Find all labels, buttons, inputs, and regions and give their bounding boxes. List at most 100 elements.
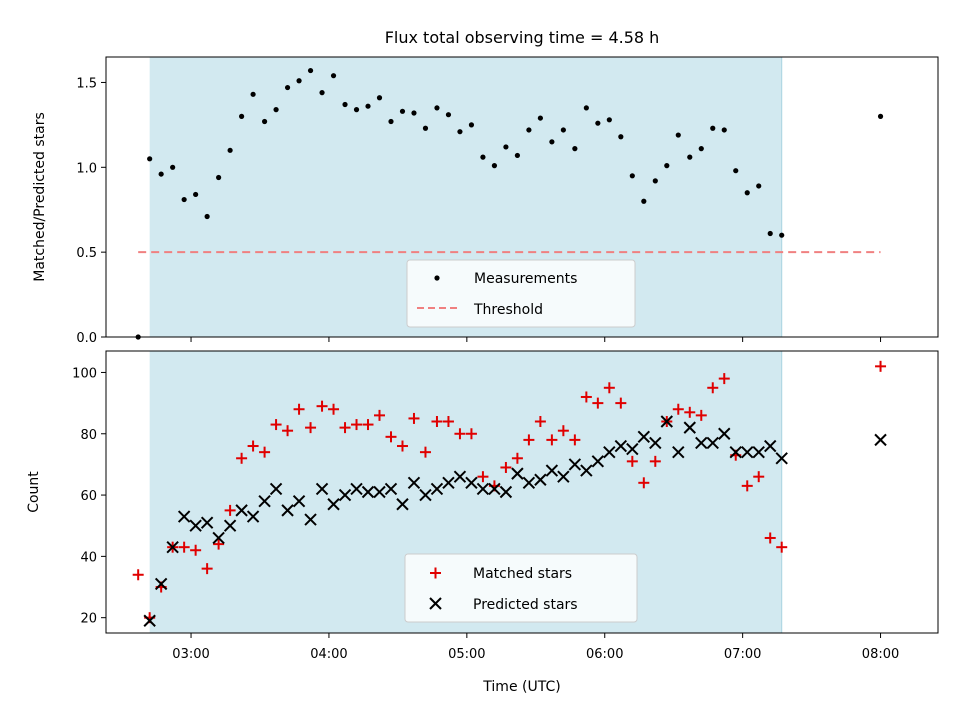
matched-stars-point — [707, 382, 719, 394]
matched-stars-point — [718, 373, 730, 385]
measurement-point — [422, 125, 429, 131]
bottom-panel-marks — [132, 360, 887, 627]
measurement-point — [330, 73, 337, 79]
bottom-panel-legend: Matched stars Predicted stars — [404, 553, 638, 623]
matched-stars-point — [684, 406, 696, 418]
matched-stars-point — [442, 416, 454, 427]
matched-stars-point — [546, 434, 558, 446]
measurement-point — [365, 103, 371, 109]
matched-stars-point — [247, 440, 259, 452]
matched-stars-point — [500, 461, 512, 473]
matched-stars-point — [477, 471, 489, 483]
bottom-panel: 20 40 60 80 100 03:00 04:00 05:00 06:00 07:00 08:… — [26, 350, 939, 695]
measurement-point — [434, 105, 440, 111]
predicted-stars-point — [350, 482, 363, 496]
measurement-point — [181, 196, 187, 203]
matched-stars-point — [270, 419, 282, 431]
predicted-stars-point — [764, 439, 777, 453]
predicted-stars-point — [511, 467, 524, 480]
matched-stars-point — [511, 452, 523, 464]
x-tick-label: 08:00 — [862, 647, 899, 662]
matched-stars-point — [132, 569, 144, 581]
predicted-stars-point — [580, 464, 593, 477]
matched-stars-point — [213, 538, 225, 550]
matched-stars-point — [638, 477, 650, 489]
predicted-stars-point — [419, 488, 432, 502]
matched-stars-point — [534, 416, 546, 427]
predicted-stars-point — [430, 482, 444, 496]
predicted-stars-point — [223, 519, 237, 532]
matched-stars-point — [557, 425, 569, 437]
predicted-stars-point — [591, 455, 605, 468]
measurement-point — [457, 129, 463, 135]
predicted-stars-point — [200, 516, 214, 529]
predicted-stars-point — [465, 476, 478, 490]
matched-stars-point — [362, 419, 374, 431]
matched-stars-point — [431, 416, 443, 427]
measurement-point — [767, 230, 773, 237]
chart-title: Flux total observing time = 4.58 h — [385, 28, 660, 47]
measurement-point — [721, 127, 727, 133]
measurement-point — [239, 113, 245, 119]
predicted-stars-point — [177, 510, 191, 523]
matched-stars-point — [615, 397, 627, 409]
predicted-stars-point — [718, 427, 731, 440]
predicted-stars-point — [660, 415, 674, 428]
matched-stars-point — [396, 440, 408, 452]
measurement-point — [641, 198, 647, 204]
measurement-point — [537, 115, 543, 121]
matched-stars-point — [649, 455, 661, 467]
matched-stars-point — [351, 419, 363, 431]
measurement-point — [227, 147, 233, 153]
predicted-stars-point — [281, 504, 294, 517]
measurement-point — [388, 118, 394, 125]
y-tick-label: 40 — [80, 550, 97, 565]
predicted-stars-point — [488, 482, 501, 496]
matched-stars-point — [419, 446, 431, 458]
y-tick-label: 1.0 — [76, 161, 97, 176]
predicted-stars-point — [304, 513, 317, 526]
predicted-stars-point — [568, 458, 582, 471]
measurement-point — [744, 190, 750, 196]
measurement-point — [342, 101, 348, 108]
measurement-point — [411, 110, 417, 116]
bottom-panel-y-ticks: 20 40 60 80 100 — [72, 366, 106, 627]
matched-stars-point — [465, 428, 477, 440]
predicted-stars-point — [442, 476, 455, 490]
x-tick-label: 04:00 — [310, 647, 347, 662]
matched-stars-point — [178, 541, 190, 553]
matched-stars-point — [305, 422, 317, 434]
measurement-point — [204, 213, 210, 220]
predicted-stars-point — [384, 482, 398, 496]
predicted-stars-point — [545, 464, 559, 477]
predicted-stars-point — [292, 494, 306, 508]
matched-stars-point — [603, 382, 615, 394]
legend-matched-stars-marker — [430, 567, 441, 579]
measurement-point — [491, 163, 498, 169]
matched-stars-point — [776, 541, 788, 553]
measurement-point — [710, 125, 716, 131]
predicted-stars-point — [706, 436, 719, 450]
predicted-stars-point — [396, 498, 409, 511]
matched-stars-point — [626, 455, 638, 467]
top-panel-y-ticks: 0.0 0.5 1.0 1.5 — [76, 76, 106, 346]
measurement-point — [193, 191, 199, 198]
matched-stars-point — [282, 425, 294, 437]
matched-stars-point — [454, 428, 466, 440]
measurement-point — [779, 232, 785, 238]
predicted-stars-point — [741, 445, 754, 459]
predicted-stars-point — [361, 485, 375, 499]
matched-stars-point — [408, 412, 420, 424]
measurement-point — [376, 95, 383, 101]
legend-predicted-stars-label: Predicted stars — [473, 597, 578, 613]
predicted-stars-point — [626, 442, 639, 456]
y-tick-label: 100 — [72, 366, 97, 381]
matched-stars-point — [523, 434, 535, 446]
matched-stars-point — [201, 563, 213, 575]
predicted-stars-point — [212, 531, 225, 545]
measurement-point — [629, 173, 635, 179]
measurement-point — [503, 144, 509, 150]
matched-stars-point — [875, 360, 887, 372]
matched-stars-point — [592, 397, 604, 409]
measurement-point — [675, 132, 681, 138]
